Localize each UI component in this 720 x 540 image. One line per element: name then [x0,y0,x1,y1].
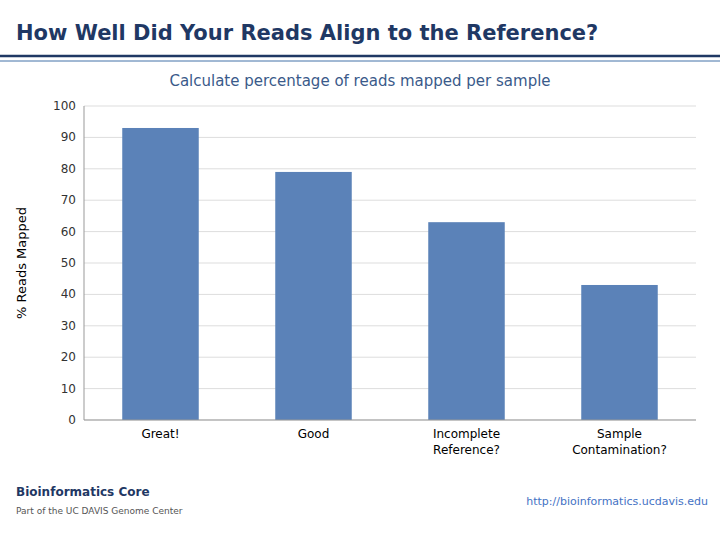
x-tick-label-line: Great! [141,427,179,441]
x-tick-label-line: Reference? [433,443,500,457]
x-tick-label: Incomplete Reference? [433,427,500,457]
x-tick-label-line: Sample [597,427,642,441]
y-axis-label: % Reads Mapped [14,207,29,319]
x-tick-label-line: Contamination? [572,443,667,457]
y-tick-label: 90 [61,130,76,144]
chart-container: How Well Did Your Reads Align to the Ref… [0,0,720,540]
footer-name: Bioinformatics Core [16,485,150,499]
y-axis: 0 10 20 30 40 50 60 70 80 90 100 [53,99,76,427]
header-rule [0,61,720,62]
y-tick-label: 50 [61,256,76,270]
grid-line [84,420,696,421]
y-tick-label: 40 [61,287,76,301]
title: How Well Did Your Reads Align to the Ref… [16,21,598,45]
y-tick-label: 80 [61,162,76,176]
grid-line [84,106,696,107]
y-tick-label: 30 [61,319,76,333]
subtitle: Calculate percentage of reads mapped per… [169,72,550,90]
y-tick-label: 70 [61,193,76,207]
bars [122,128,658,420]
x-tick-label-line: Good [298,427,330,441]
y-tick-label: 60 [61,225,76,239]
footer: Bioinformatics Core Part of the UC DAVIS … [16,485,708,516]
y-tick-label: 100 [53,99,76,113]
header-rule [0,55,720,58]
y-tick-label: 10 [61,382,76,396]
x-tick-label-line: Incomplete [433,427,500,441]
chart-svg: How Well Did Your Reads Align to the Ref… [0,0,720,540]
x-tick-label: Sample Contamination? [572,427,667,457]
grid [84,106,696,420]
x-tick-label: Great! [141,427,179,441]
y-tick-label: 0 [68,413,76,427]
y-tick-label: 20 [61,350,76,364]
x-axis: Great! Good Incomplete Reference? Sample Cont… [141,427,666,457]
bar [581,285,658,420]
y-axis-line [84,106,85,420]
background [0,0,720,540]
bar [428,222,505,420]
bar [122,128,199,420]
bar [275,172,352,420]
footer-url: http://bioinformatics.ucdavis.edu [526,495,708,508]
x-tick-label: Good [298,427,330,441]
footer-subtext: Part of the UC DAVIS Genome Center [16,506,183,516]
x-axis-line [84,420,696,421]
